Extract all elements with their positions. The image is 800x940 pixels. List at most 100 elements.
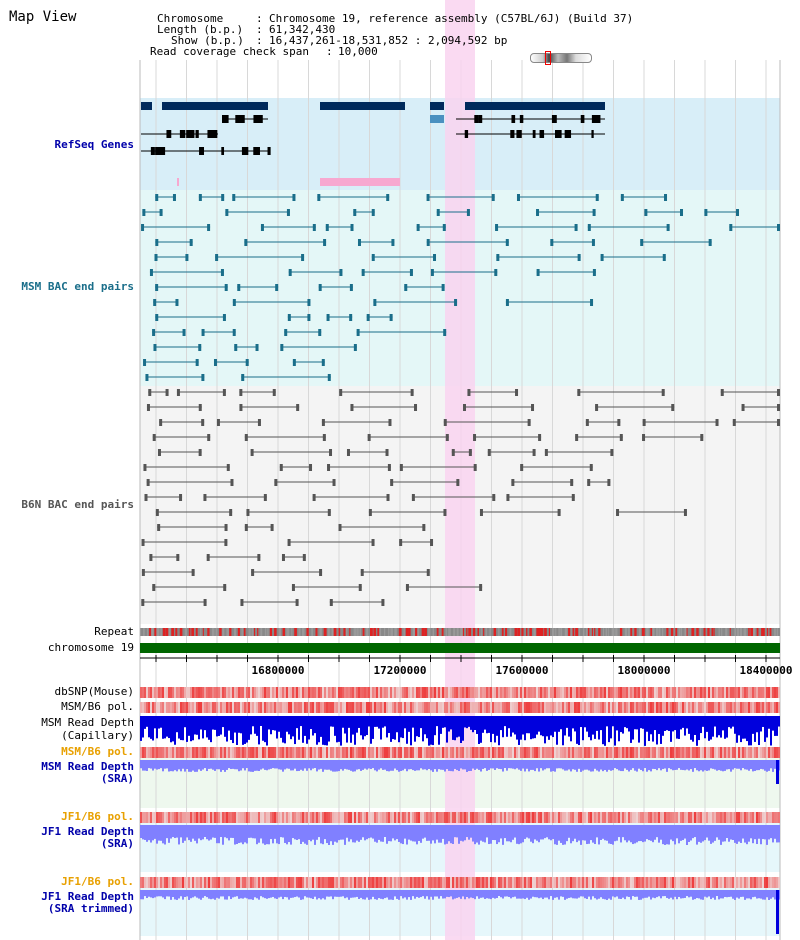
track-label-chromosome[interactable]: chromosome 19	[47, 641, 134, 654]
depth-bar	[762, 716, 764, 727]
heat-cell	[268, 812, 270, 823]
depth-bar	[644, 890, 646, 898]
bac-end	[307, 314, 311, 321]
heat-cell	[676, 812, 678, 823]
depth-bar	[338, 890, 340, 897]
heat-cell	[220, 687, 222, 698]
heat-cell	[220, 747, 222, 758]
heat-cell	[494, 747, 496, 758]
track-label-b6n-bac[interactable]: B6N BAC end pairs	[21, 498, 134, 511]
depth-bar	[496, 760, 498, 769]
heat-cell	[414, 702, 416, 713]
track-label-jf1-depth[interactable]: JF1 Read Depth	[41, 825, 134, 838]
depth-bar	[688, 716, 690, 734]
heat-cell	[530, 812, 532, 823]
heat-cell	[388, 747, 390, 758]
track-label-jf1-pol-2[interactable]: JF1/B6 pol.	[61, 875, 134, 888]
bac-end	[237, 284, 241, 291]
heat-cell	[664, 877, 666, 888]
heat-cell	[776, 687, 778, 698]
depth-bar	[336, 825, 338, 843]
repeat-mark	[521, 628, 524, 636]
heat-cell	[238, 812, 240, 823]
depth-bar	[288, 825, 290, 843]
heat-cell	[386, 877, 388, 888]
bac-end	[505, 239, 509, 246]
bac-end	[198, 194, 202, 201]
heat-cell	[482, 812, 484, 823]
heat-cell	[466, 877, 468, 888]
track-label-msm-pol-2[interactable]: MSM/B6 pol.	[61, 745, 134, 758]
heat-cell	[150, 877, 152, 888]
track-label-refseq[interactable]: RefSeq Genes	[54, 138, 134, 151]
depth-bar	[466, 760, 468, 772]
heat-cell	[668, 877, 670, 888]
depth-bar	[450, 760, 452, 772]
heat-cell	[720, 747, 722, 758]
heat-cell	[212, 747, 214, 758]
depth-bar	[510, 890, 512, 899]
track-label-dbsnp[interactable]: dbSNP(Mouse)	[54, 685, 134, 698]
heat-cell	[274, 687, 276, 698]
depth-bar	[702, 890, 704, 900]
track-label-repeat[interactable]: Repeat	[94, 625, 134, 638]
heat-cell	[418, 812, 420, 823]
heat-cell	[448, 747, 450, 758]
repeat-mark	[260, 628, 263, 636]
repeat-mark	[188, 628, 191, 636]
track-label-msm-pol[interactable]: MSM/B6 pol.	[61, 700, 134, 713]
repeat-mark	[448, 628, 451, 636]
heat-cell	[770, 877, 772, 888]
heat-cell	[154, 687, 156, 698]
heat-cell	[380, 877, 382, 888]
heat-cell	[606, 747, 608, 758]
track-label-msm-bac[interactable]: MSM BAC end pairs	[21, 280, 134, 293]
depth-bar	[256, 825, 258, 845]
heat-cell	[296, 687, 298, 698]
depth-bar	[222, 825, 224, 845]
heat-cell	[536, 702, 538, 713]
repeat-mark	[466, 628, 468, 636]
depth-bar	[532, 825, 534, 844]
bac-end	[263, 494, 267, 501]
depth-bar	[696, 716, 698, 746]
heat-cell	[342, 812, 344, 823]
heat-cell	[306, 877, 308, 888]
depth-bar	[414, 760, 416, 771]
chromosome-ideogram[interactable]	[530, 53, 592, 63]
heat-cell	[486, 747, 488, 758]
track-label-msm-depth-sra[interactable]: MSM Read Depth	[41, 760, 134, 773]
bac-end	[318, 284, 322, 291]
depth-bar	[292, 716, 294, 737]
heat-cell	[446, 877, 448, 888]
depth-bar	[334, 890, 336, 897]
heat-cell	[768, 687, 770, 698]
track-label-msm-depth-capillary-sub: (Capillary)	[61, 729, 134, 742]
heat-cell	[162, 812, 164, 823]
heat-cell	[504, 877, 506, 888]
heat-cell	[574, 687, 576, 698]
heat-cell	[384, 877, 386, 888]
bac-end	[350, 224, 354, 231]
depth-bar	[760, 890, 762, 899]
heat-cell	[374, 877, 376, 888]
bac-end	[165, 389, 169, 396]
heat-cell	[188, 812, 190, 823]
heat-cell	[590, 877, 592, 888]
heat-cell	[536, 687, 538, 698]
heat-cell	[422, 702, 424, 713]
depth-bar	[354, 890, 356, 898]
track-label-jf1-depth-trimmed[interactable]: JF1 Read Depth	[41, 890, 134, 903]
depth-bar	[376, 716, 378, 727]
heat-cell	[614, 747, 616, 758]
heat-cell	[624, 877, 626, 888]
depth-bar	[522, 890, 524, 899]
heat-cell	[274, 812, 276, 823]
track-label-msm-depth-capillary[interactable]: MSM Read Depth	[41, 716, 134, 729]
repeat-mark	[514, 628, 517, 636]
depth-bar	[418, 825, 420, 841]
heat-cell	[372, 812, 374, 823]
heat-cell	[568, 877, 570, 888]
track-label-jf1-pol[interactable]: JF1/B6 pol.	[61, 810, 134, 823]
heat-cell	[394, 702, 396, 713]
